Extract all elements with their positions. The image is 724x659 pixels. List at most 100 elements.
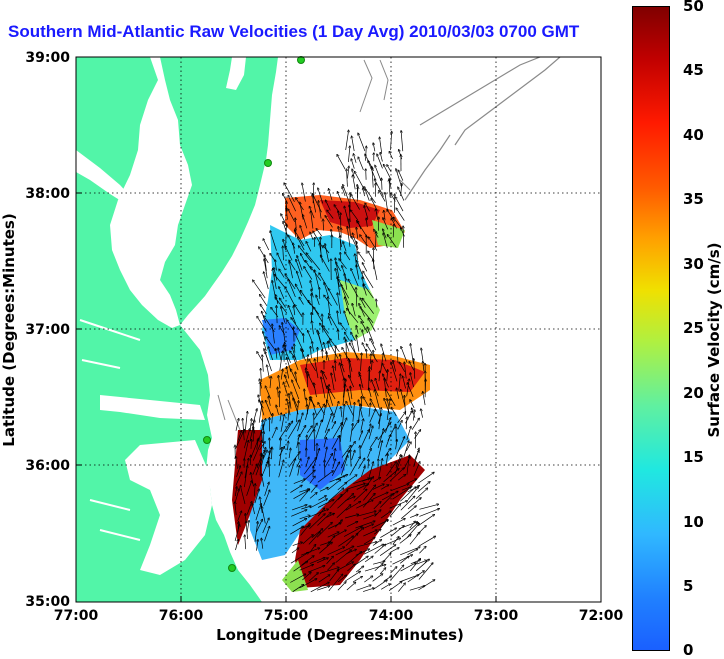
- velocity-vector: [345, 130, 349, 151]
- velocity-vector: [309, 476, 315, 484]
- velocity-vector: [297, 237, 305, 251]
- velocity-vector: [341, 407, 342, 418]
- velocity-vector: [236, 457, 238, 469]
- velocity-vector: [350, 386, 353, 400]
- velocity-vector: [389, 152, 393, 160]
- velocity-vector: [418, 580, 434, 591]
- y-tick-label: 36:00: [25, 458, 70, 474]
- velocity-vector: [329, 314, 340, 332]
- velocity-vector: [278, 387, 279, 398]
- velocity-vector: [374, 179, 384, 197]
- velocity-vector: [341, 446, 351, 458]
- velocity-vector: [290, 526, 303, 535]
- velocity-vector: [336, 505, 351, 518]
- velocity-vector: [403, 441, 409, 458]
- velocity-vector: [288, 279, 296, 298]
- velocity-vector: [335, 550, 352, 563]
- velocity-vector: [234, 487, 237, 497]
- velocity-vector: [276, 306, 277, 324]
- velocity-vector: [306, 253, 321, 271]
- velocity-vector: [301, 470, 315, 484]
- x-axis-label: Longitude (Degrees:Minutes): [216, 626, 464, 644]
- velocity-vector: [314, 429, 315, 451]
- velocity-vector: [280, 438, 281, 451]
- velocity-vector: [406, 417, 407, 430]
- velocity-vector: [358, 133, 366, 152]
- velocity-vector: [288, 196, 297, 212]
- velocity-vector: [268, 347, 274, 361]
- velocity-vector: [345, 571, 360, 582]
- velocity-vector: [361, 353, 362, 372]
- x-tick-label: 77:00: [54, 608, 99, 624]
- velocity-vector: [278, 460, 284, 478]
- velocity-vector: [311, 294, 314, 316]
- velocity-vector: [397, 475, 405, 481]
- velocity-vector: [415, 488, 427, 499]
- velocity-vector: [357, 242, 358, 260]
- velocity-vector: [373, 529, 381, 535]
- velocity-vector: [368, 459, 369, 469]
- velocity-vector: [346, 522, 358, 528]
- velocity-vector: [342, 405, 345, 424]
- velocity-vector: [300, 524, 311, 536]
- velocity-vector: [380, 153, 383, 162]
- velocity-vector: [376, 299, 377, 308]
- velocity-vector: [326, 556, 334, 565]
- velocity-vector: [299, 489, 310, 502]
- velocity-vector: [282, 323, 286, 342]
- velocity-vector: [362, 494, 375, 508]
- velocity-vector: [296, 284, 303, 297]
- velocity-vector: [276, 349, 277, 359]
- velocity-vector: [299, 297, 304, 305]
- velocity-vector: [327, 386, 334, 406]
- velocity-vector: [386, 462, 397, 477]
- velocity-vector: [356, 585, 371, 591]
- velocity-vector: [419, 509, 439, 517]
- velocity-vector: [309, 514, 325, 530]
- velocity-vector: [363, 544, 383, 555]
- velocity-vector: [392, 487, 411, 500]
- velocity-vector: [387, 165, 392, 173]
- velocity-vector: [246, 521, 249, 534]
- velocity-vector: [281, 307, 286, 323]
- velocity-vector: [395, 197, 404, 212]
- velocity-vector: [337, 155, 346, 170]
- velocity-vector: [264, 482, 269, 496]
- velocity-vector: [418, 472, 435, 484]
- velocity-vector: [292, 347, 297, 362]
- velocity-vector: [344, 475, 357, 484]
- velocity-vector: [294, 344, 295, 353]
- colorbar-label: Surface Velocity (cm/s): [705, 242, 723, 438]
- velocity-vector: [290, 574, 305, 583]
- velocity-vector: [287, 367, 290, 379]
- velocity-vector: [319, 288, 320, 299]
- velocity-vector: [372, 574, 383, 582]
- velocity-vector: [283, 194, 288, 203]
- velocity-vector: [355, 521, 375, 529]
- velocity-vector: [272, 414, 273, 424]
- velocity-vector: [419, 547, 426, 554]
- map-title: Southern Mid-Atlantic Raw Velocities (1 …: [8, 22, 580, 41]
- velocity-vector: [290, 553, 309, 564]
- velocity-vector: [329, 341, 339, 359]
- velocity-vector: [381, 485, 388, 490]
- inland-rivers: [79, 319, 141, 541]
- velocity-vector: [325, 216, 333, 228]
- velocity-vector: [383, 576, 392, 582]
- velocity-vector: [318, 201, 322, 219]
- velocity-vector: [395, 440, 397, 450]
- velocity-vector: [401, 523, 419, 538]
- velocity-vector: [407, 549, 418, 556]
- velocity-vector: [300, 226, 306, 240]
- velocity-vector: [303, 334, 304, 343]
- velocity-vector: [358, 400, 363, 418]
- velocity-vector: [309, 558, 325, 564]
- velocity-vector: [291, 548, 299, 554]
- velocity-vector: [393, 225, 394, 238]
- velocity-vector: [344, 311, 350, 326]
- velocity-vector: [331, 462, 339, 476]
- velocity-vector: [235, 472, 242, 486]
- velocity-vector: [237, 511, 242, 522]
- velocity-vector: [308, 566, 324, 573]
- velocity-vector: [406, 479, 416, 484]
